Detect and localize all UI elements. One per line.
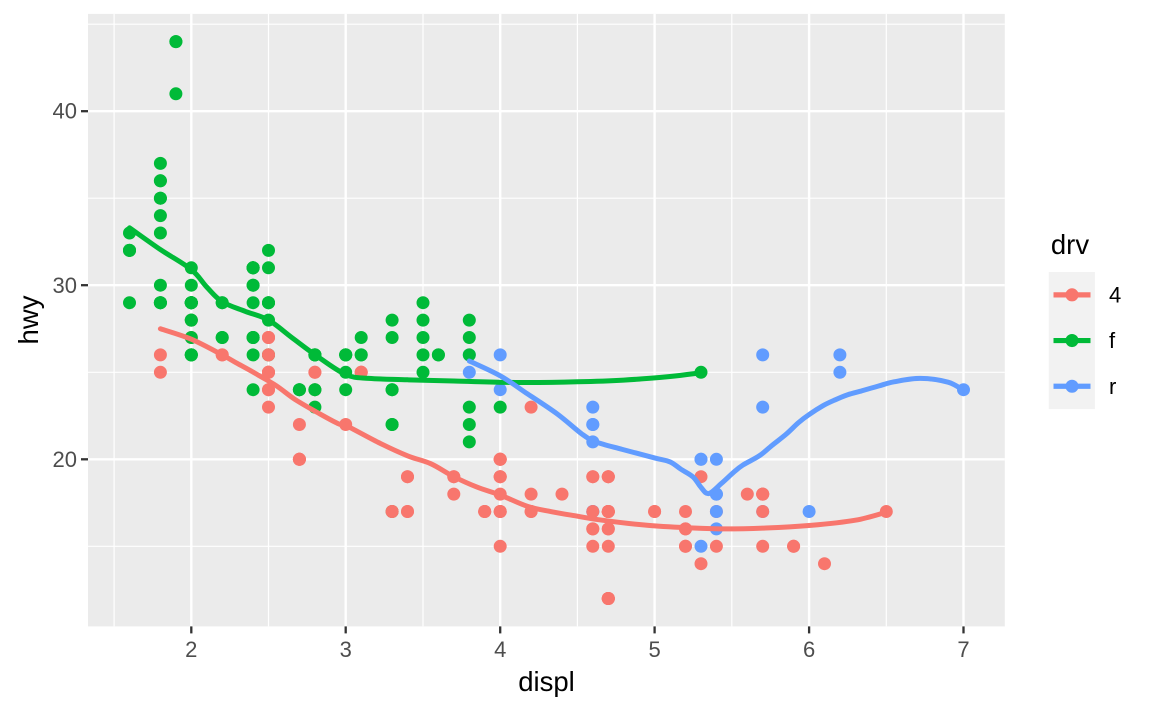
- svg-text:6: 6: [803, 637, 815, 662]
- svg-text:30: 30: [53, 273, 77, 298]
- svg-text:20: 20: [53, 447, 77, 472]
- svg-text:5: 5: [648, 637, 660, 662]
- svg-text:3: 3: [340, 637, 352, 662]
- svg-text:hwy: hwy: [13, 295, 44, 344]
- svg-text:4: 4: [1109, 282, 1121, 307]
- svg-text:4: 4: [494, 637, 506, 662]
- svg-text:drv: drv: [1051, 229, 1089, 260]
- svg-text:7: 7: [957, 637, 969, 662]
- svg-text:displ: displ: [518, 666, 575, 697]
- svg-text:r: r: [1109, 374, 1116, 399]
- svg-text:2: 2: [185, 637, 197, 662]
- svg-text:40: 40: [53, 99, 77, 124]
- svg-text:f: f: [1109, 328, 1116, 353]
